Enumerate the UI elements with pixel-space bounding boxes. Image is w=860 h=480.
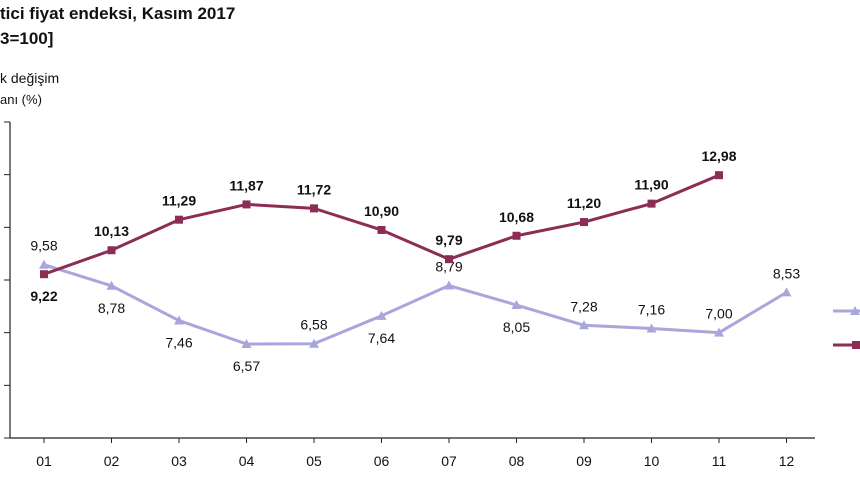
series-1-point bbox=[579, 320, 589, 330]
y-axis-label: k değişim bbox=[0, 70, 60, 86]
series-1-point bbox=[781, 287, 792, 297]
x-tick-label: 03 bbox=[171, 453, 187, 469]
x-tick-label: 11 bbox=[712, 453, 727, 469]
series-1-point bbox=[714, 327, 724, 337]
series-1-data-label: 7,00 bbox=[705, 306, 732, 322]
chart-subtitle: 3=100] bbox=[0, 29, 54, 48]
legend-series-1-marker bbox=[850, 306, 860, 315]
series-1-data-label: 9,58 bbox=[30, 238, 57, 254]
series-2-data-label: 11,20 bbox=[567, 195, 601, 211]
series-2-data-label: 9,22 bbox=[30, 288, 57, 304]
series-2-line bbox=[43, 173, 720, 276]
series-2-point bbox=[40, 270, 48, 279]
series-1-point bbox=[106, 280, 117, 290]
series-1-point bbox=[309, 338, 319, 348]
series-2-point bbox=[715, 171, 723, 180]
x-tick-label: 06 bbox=[374, 453, 390, 469]
series-1-data-label: 8,05 bbox=[503, 319, 530, 335]
series-2-data-label: 11,29 bbox=[162, 193, 196, 209]
series-2-data-label: 11,72 bbox=[297, 181, 331, 197]
legend-series-2-marker bbox=[852, 341, 860, 349]
series-2-point bbox=[175, 215, 183, 224]
x-tick-label: 02 bbox=[104, 453, 120, 469]
series-2-data-label: 10,90 bbox=[364, 203, 399, 219]
series-1-data-label: 8,53 bbox=[773, 265, 800, 281]
x-tick-label: 04 bbox=[239, 453, 255, 469]
series-1-point bbox=[39, 259, 49, 269]
series-1-point bbox=[511, 300, 522, 310]
series-2-data-label: 11,87 bbox=[229, 177, 263, 193]
series-2-data-label: 11,90 bbox=[634, 177, 668, 193]
y-axis-label-unit: anı (%) bbox=[0, 92, 42, 107]
x-tick-label: 12 bbox=[779, 453, 795, 469]
series-1-data-label: 6,57 bbox=[233, 358, 260, 374]
x-tick-label: 07 bbox=[441, 453, 457, 469]
series-1-data-label: 8,78 bbox=[98, 300, 125, 316]
series-1-data-label: 6,58 bbox=[300, 317, 327, 333]
series-2-point bbox=[377, 225, 386, 234]
series-1-data-label: 8,79 bbox=[435, 259, 462, 275]
series-1-data-label: 7,28 bbox=[570, 298, 597, 314]
series-1-data-label: 7,16 bbox=[638, 301, 665, 317]
series-2-data-label: 10,13 bbox=[94, 223, 129, 239]
series-1-point bbox=[444, 280, 454, 290]
series-1-point bbox=[376, 310, 387, 320]
series-2-data-label: 12,98 bbox=[701, 148, 736, 164]
series-1-point bbox=[241, 338, 252, 348]
x-tick-label: 08 bbox=[509, 453, 525, 469]
series-2-point bbox=[512, 231, 521, 240]
x-tick-label: 01 bbox=[36, 453, 52, 469]
series-1-line bbox=[43, 263, 788, 346]
series-2-point bbox=[445, 255, 453, 264]
series-1-point bbox=[646, 323, 657, 333]
series-2-point bbox=[310, 204, 318, 213]
chart-title: tici fiyat endeksi, Kasım 2017 bbox=[0, 4, 236, 23]
series-2-point bbox=[107, 246, 116, 255]
series-1-point bbox=[174, 315, 184, 325]
series-2-point bbox=[242, 200, 251, 209]
series-2-data-label: 10,68 bbox=[499, 209, 534, 225]
series-1-data-label: 7,64 bbox=[368, 330, 395, 346]
series-1-data-label: 7,46 bbox=[165, 335, 192, 351]
x-tick-label: 09 bbox=[576, 453, 592, 469]
x-tick-label: 05 bbox=[306, 453, 322, 469]
x-tick-label: 10 bbox=[644, 453, 660, 469]
series-2-point bbox=[580, 218, 588, 227]
series-2-point bbox=[647, 199, 656, 208]
series-2-data-label: 9,79 bbox=[435, 232, 462, 248]
